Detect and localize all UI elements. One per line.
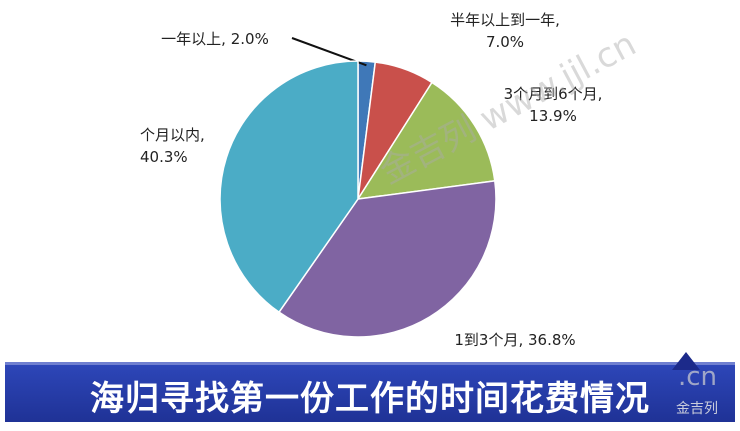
slice-label: 1到3个月, 36.8% [454, 331, 575, 349]
pie-slice [277, 180, 497, 338]
corner-watermark-brand: 金吉列 [676, 401, 718, 417]
slice-label: 一年以上, 2.0% [161, 30, 269, 48]
chart-title: 海归寻找第一份工作的时间花费情况 [90, 379, 650, 419]
slice-label: 3个月到6个月, 13.9% [504, 85, 603, 125]
slice-label: 个月以内, 40.3% [140, 126, 205, 166]
slice-label: 半年以上到一年, 7.0% [450, 11, 560, 51]
title-banner: 海归寻找第一份工作的时间花费情况 [5, 362, 735, 422]
corner-watermark-domain: .cn [678, 362, 718, 392]
pie-slice [356, 81, 496, 200]
pie-slice [219, 60, 359, 314]
corner-triangle-icon [672, 352, 700, 370]
